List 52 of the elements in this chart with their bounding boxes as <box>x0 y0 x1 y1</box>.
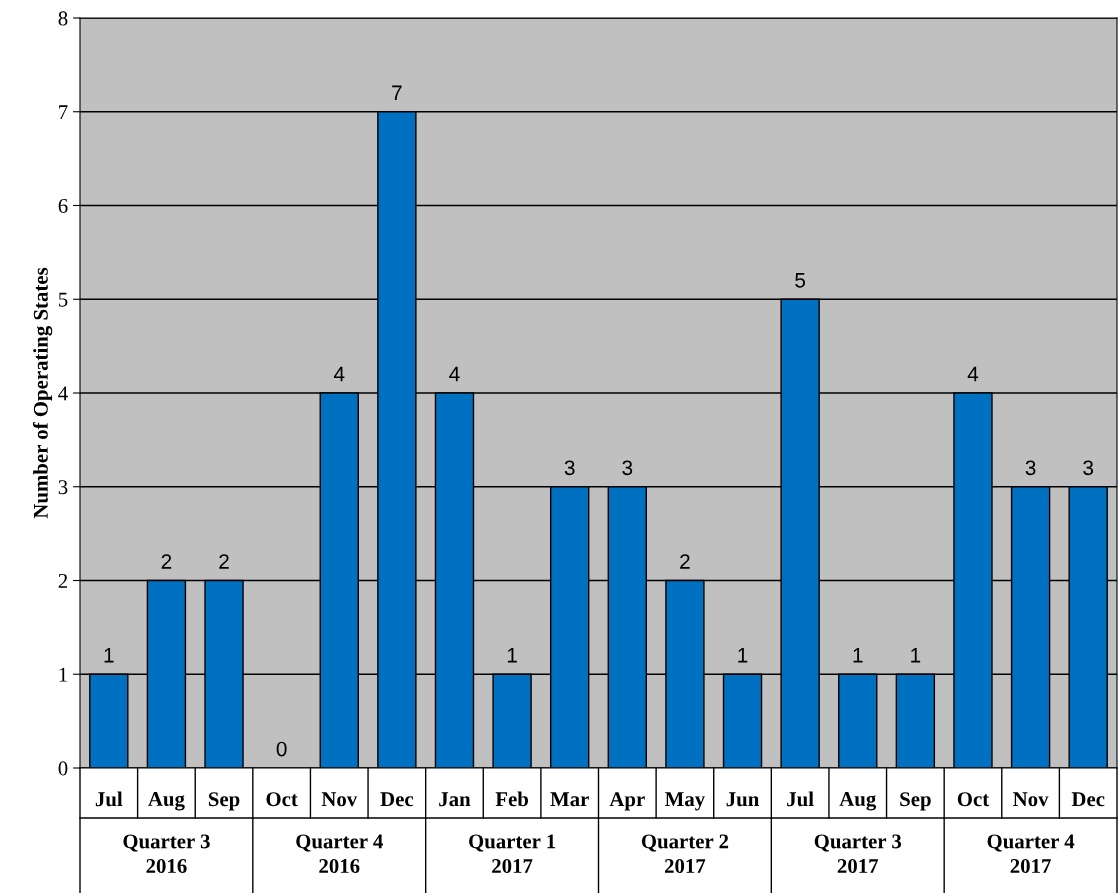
y-tick-label: 4 <box>58 386 68 401</box>
x-tick-label: Aug <box>839 792 877 811</box>
x-tick-label: Apr <box>609 792 645 811</box>
x-tick-label: Jan <box>439 792 471 807</box>
x-tick-label: Feb <box>495 791 529 807</box>
x-tick-label: Sep <box>208 792 240 811</box>
x-tick-label: Dec <box>1071 792 1105 807</box>
data-label: 2 <box>680 554 690 569</box>
data-label: 2 <box>219 554 229 569</box>
x-tick-label: Jul <box>95 791 123 807</box>
x-tick-label: May <box>665 792 705 811</box>
data-label: 4 <box>333 366 345 382</box>
data-label: 1 <box>738 648 748 663</box>
data-label: 2 <box>161 554 172 569</box>
y-axis-title: Number of Operating States <box>32 267 53 519</box>
y-tick-label: 7 <box>59 105 68 119</box>
text: Quarter 3 2016 <box>123 834 210 874</box>
x-tick-label: Mar <box>550 792 589 807</box>
x-tick-label: Nov <box>321 792 358 807</box>
data-label: 3 <box>1083 460 1094 476</box>
data-label: 1 <box>507 648 517 663</box>
x-tick-label: Jul <box>787 791 814 807</box>
data-label: 7 <box>392 85 402 100</box>
text: Quarter 3 2017 <box>814 834 902 874</box>
data-label: 1 <box>911 648 921 663</box>
data-label: 3 <box>1025 460 1036 476</box>
x-tick-label: Nov <box>1013 792 1049 807</box>
y-tick-label: 3 <box>58 480 68 495</box>
data-label: 3 <box>564 460 575 476</box>
data-label: 3 <box>622 460 633 476</box>
x-tick-label: Jun <box>726 792 760 807</box>
x-tick-label: Dec <box>380 792 414 807</box>
y-tick-label: 1 <box>59 667 67 682</box>
x-tick-label: Oct <box>266 792 298 807</box>
data-label: 4 <box>967 366 979 382</box>
data-label: 1 <box>104 648 114 663</box>
text: Quarter 2 2017 <box>641 834 729 874</box>
x-tick-label: Sep <box>900 792 931 811</box>
data-label: 1 <box>853 648 863 663</box>
y-tick-label: 6 <box>58 198 68 213</box>
y-tick-label: 5 <box>58 292 68 307</box>
y-tick-label: 8 <box>58 11 68 26</box>
data-label: 4 <box>449 366 460 382</box>
y-tick-label: 2 <box>58 573 68 588</box>
data-label: 0 <box>276 741 287 757</box>
y-tick-label: 0 <box>58 761 68 776</box>
text: Quarter 4 2017 <box>987 834 1075 874</box>
text: Quarter 1 2017 <box>469 834 556 874</box>
x-tick-label: Oct <box>957 792 990 807</box>
text: Quarter 4 2016 <box>296 834 383 874</box>
x-tick-label: Aug <box>148 792 185 811</box>
data-label: 5 <box>795 273 806 288</box>
